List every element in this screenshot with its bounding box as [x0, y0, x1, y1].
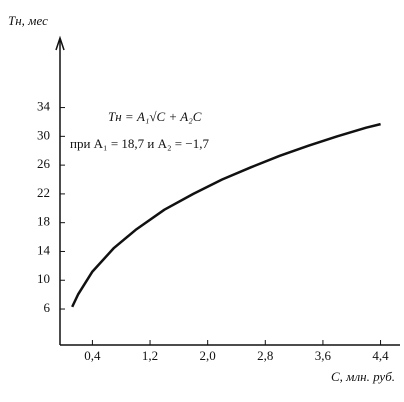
y-tick-label: 6 — [44, 300, 51, 315]
x-tick-label: 0,4 — [84, 348, 101, 363]
y-tick-label: 14 — [37, 242, 51, 257]
annotation: при A₁ = 18,7 и A₂ = −1,7 — [70, 136, 209, 151]
line — [71, 122, 381, 308]
x-tick-label: 3,6 — [315, 348, 332, 363]
y-tick-label: 26 — [37, 156, 51, 171]
y-tick-label: 30 — [37, 127, 50, 142]
y-tick-label: 34 — [37, 99, 51, 114]
x-tick-label: 4,4 — [372, 348, 389, 363]
y-tick-label: 22 — [37, 185, 50, 200]
y-tick-label: 18 — [37, 214, 50, 229]
y-axis-arrow — [55, 35, 65, 51]
annotation: Tн = A₁√C + A₂C — [108, 109, 202, 124]
x-axis-label: C, млн. руб. — [331, 369, 395, 384]
x-tick-label: 1,2 — [142, 348, 158, 363]
y-tick-label: 10 — [37, 271, 50, 286]
x-tick-label: 2,0 — [200, 348, 216, 363]
x-tick-label: 2,8 — [257, 348, 273, 363]
y-axis-label: Tн, мес — [8, 13, 48, 28]
